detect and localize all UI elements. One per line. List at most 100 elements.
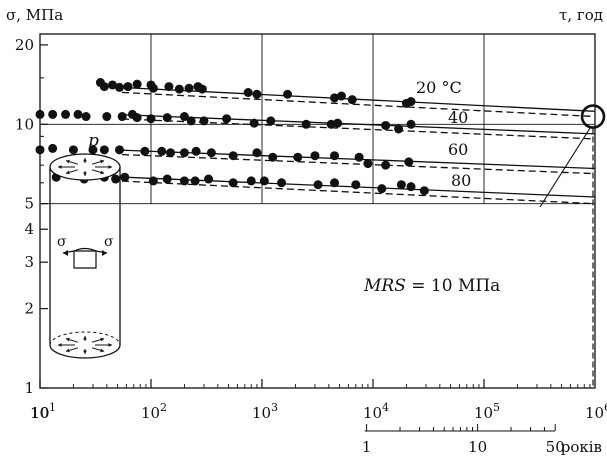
pressure-arrowhead [58, 165, 62, 169]
data-point [108, 80, 118, 90]
data-point [88, 145, 98, 155]
data-point [381, 160, 391, 170]
data-point [381, 120, 391, 130]
data-point [246, 176, 256, 186]
pressure-arrowhead [83, 158, 87, 162]
data-point [111, 174, 121, 184]
pressure-arrowhead [100, 159, 105, 164]
pressure-arrowhead [108, 165, 112, 169]
data-point [117, 112, 127, 122]
data-point [114, 82, 124, 92]
series-label: 40 [448, 108, 468, 127]
data-point [268, 152, 278, 162]
data-point [162, 113, 172, 123]
x-tick-label: 105 [474, 401, 500, 422]
data-point [301, 119, 311, 129]
data-point [243, 88, 253, 98]
pressure-arrowhead [65, 348, 70, 353]
data-point [73, 109, 83, 119]
data-point [354, 152, 364, 162]
data-point [406, 97, 416, 107]
dashed-fit-line [121, 180, 596, 205]
dashed-fit-line [121, 153, 596, 175]
series-label: 80 [451, 171, 471, 190]
x-tick-label-base: 10 [363, 404, 382, 422]
data-point [204, 174, 214, 184]
y-tick-label: 3 [24, 253, 34, 271]
x-tick-label-exponent: 4 [382, 401, 389, 414]
mrs-annotation-value: = 10 МПа [406, 276, 500, 296]
data-point [347, 95, 357, 105]
series-labels: 20 °C 40 60 80 [416, 78, 471, 190]
data-point [351, 180, 361, 190]
data-point [394, 124, 404, 134]
stress-left-label: σ [57, 234, 67, 250]
data-point [293, 152, 303, 162]
x-tick-label-exponent: 5 [493, 401, 500, 414]
data-point [199, 116, 209, 126]
x-axis-ticks: 10101102103104105106 [30, 379, 607, 422]
data-point [191, 146, 201, 156]
pressure-arrowhead [65, 337, 70, 342]
x-tick-label-exponent: 2 [160, 401, 167, 414]
data-point [114, 145, 124, 155]
x-tick-label-base: 10 [30, 404, 49, 422]
data-points [35, 78, 429, 196]
pressure-label: p [88, 131, 99, 151]
y-tick-label: 20 [15, 36, 34, 54]
x-tick-label-base: 10 [30, 404, 49, 422]
data-point [35, 145, 45, 155]
stress-right-label: σ [104, 234, 114, 250]
data-point [336, 91, 346, 101]
data-point [148, 83, 158, 93]
data-point [132, 113, 142, 123]
data-point [146, 114, 156, 124]
data-point [166, 148, 176, 158]
mrs-leader-line [539, 126, 592, 208]
data-point [99, 145, 109, 155]
data-point [363, 159, 373, 169]
pressure-arrowhead [83, 350, 87, 354]
data-point [206, 148, 216, 158]
x-tick-label-base: 10 [141, 404, 160, 422]
y-axis-ticks: 1 2 3 4 5 10 20 [15, 36, 48, 397]
data-point [179, 176, 189, 186]
y-tick-label: 2 [24, 300, 34, 318]
x-axis-label: τ, год [559, 6, 603, 24]
x-tick-label-exponent: 3 [271, 401, 278, 414]
pressure-arrowhead [100, 170, 105, 175]
data-point [102, 112, 112, 122]
plot-frame [39, 33, 596, 389]
mrs-annotation-italic: MRS [363, 276, 406, 296]
series-label: 60 [448, 140, 468, 159]
y-tick-label: 10 [15, 115, 34, 133]
data-point [313, 180, 323, 190]
data-point [330, 93, 340, 103]
data-point [266, 116, 276, 126]
data-point [48, 143, 58, 153]
x-tick-label: 104 [363, 401, 389, 422]
data-point [179, 112, 189, 122]
years-tick-label: 10 [468, 438, 487, 456]
data-point [283, 89, 293, 99]
years-tick-label: 1 [362, 438, 372, 456]
y-axis-label: σ, МПа [6, 6, 63, 24]
data-point [222, 114, 232, 124]
data-point [406, 119, 416, 129]
y-tick-label: 1 [24, 379, 34, 397]
mrs-marker [539, 104, 606, 388]
data-point [35, 109, 45, 119]
data-point [197, 84, 207, 94]
data-point [330, 178, 340, 188]
data-point [120, 172, 130, 182]
pressure-arrowhead [100, 337, 105, 342]
data-point [228, 178, 238, 188]
x-tick-label: 101 [30, 401, 56, 422]
data-point [81, 112, 91, 122]
years-tick-label: 50 [546, 438, 565, 456]
data-point [330, 151, 340, 161]
data-point [148, 176, 158, 186]
data-point [162, 174, 172, 184]
